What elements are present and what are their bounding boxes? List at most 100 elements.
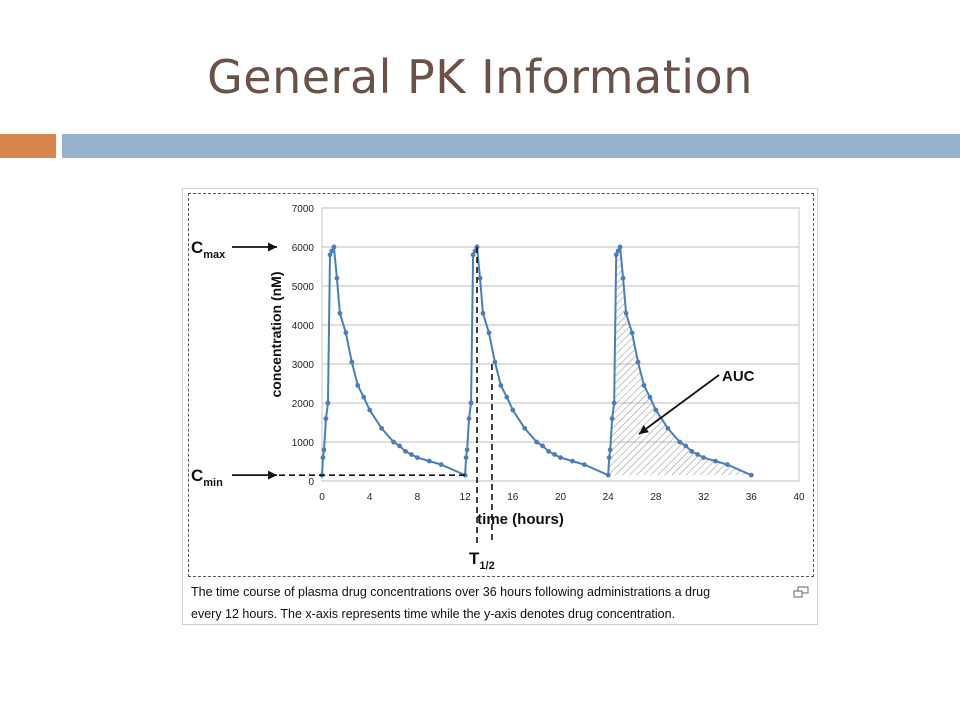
title-accent-bar xyxy=(0,134,56,158)
x-tick-label: 12 xyxy=(460,492,472,503)
y-tick-label: 1000 xyxy=(292,438,315,449)
caption-line-1: The time course of plasma drug concentra… xyxy=(191,585,711,599)
data-point xyxy=(581,462,587,468)
figure-caption: The time course of plasma drug concentra… xyxy=(191,581,783,625)
y-tick-label: 7000 xyxy=(292,204,315,215)
data-point xyxy=(615,248,621,254)
data-point xyxy=(331,244,337,250)
data-point xyxy=(665,425,671,431)
data-point xyxy=(343,330,349,336)
data-point xyxy=(355,383,361,388)
title-divider-bar xyxy=(62,134,960,158)
x-tick-label: 20 xyxy=(555,492,567,503)
x-tick-label: 0 xyxy=(319,492,325,503)
x-tick-label: 24 xyxy=(603,492,615,503)
auc-arrow-head xyxy=(639,425,649,434)
data-point xyxy=(623,310,629,316)
x-tick-label: 4 xyxy=(367,492,373,503)
data-point xyxy=(492,359,498,365)
data-point xyxy=(334,275,340,281)
data-point xyxy=(486,330,492,336)
data-point xyxy=(472,248,478,254)
data-point xyxy=(606,455,612,460)
data-point xyxy=(466,416,472,421)
cmax-arrow-head xyxy=(268,242,277,252)
auc-shaded-region xyxy=(608,247,752,476)
data-point xyxy=(534,439,540,445)
data-point xyxy=(629,330,635,336)
data-point xyxy=(552,452,557,457)
data-point xyxy=(653,407,659,413)
data-point xyxy=(498,383,504,388)
data-point xyxy=(647,394,653,400)
y-tick-label: 0 xyxy=(308,477,314,488)
data-point xyxy=(438,462,444,468)
data-point xyxy=(327,252,333,258)
x-tick-label: 8 xyxy=(415,492,421,503)
data-point xyxy=(470,252,476,258)
concentration-line xyxy=(321,243,752,477)
data-point xyxy=(677,439,683,445)
data-point xyxy=(620,275,626,281)
data-point xyxy=(468,400,474,406)
x-tick-label: 40 xyxy=(793,492,805,503)
data-point xyxy=(367,407,373,413)
data-point xyxy=(689,448,695,454)
auc-label: AUC xyxy=(722,368,755,385)
data-point xyxy=(477,275,483,281)
y-tick-label: 2000 xyxy=(292,399,315,410)
data-point xyxy=(320,455,326,460)
data-point xyxy=(504,394,510,400)
data-point xyxy=(558,455,563,460)
data-point xyxy=(426,458,432,464)
data-point xyxy=(713,458,718,464)
data-point xyxy=(701,455,706,460)
data-point xyxy=(397,443,402,449)
data-point xyxy=(748,472,754,478)
y-tick-label: 5000 xyxy=(292,282,315,293)
data-point xyxy=(635,359,641,365)
cmin-arrow-head xyxy=(268,470,277,480)
plot-area xyxy=(321,207,800,482)
data-point xyxy=(725,462,730,468)
data-point xyxy=(641,383,647,388)
data-point xyxy=(462,472,468,478)
data-point xyxy=(329,248,335,254)
slide-title: General PK Information xyxy=(207,50,753,104)
figure-panel: 0 1000 2000 3000 4000 5000 6000 7000 0 4 8 12 16 20 24… xyxy=(182,188,818,625)
data-point xyxy=(609,416,615,421)
x-tick-label: 28 xyxy=(650,492,662,503)
data-point xyxy=(570,458,575,464)
caption-line-2: every 12 hours. The x-axis represents ti… xyxy=(191,607,676,621)
data-point xyxy=(379,425,385,431)
data-point xyxy=(337,310,343,316)
data-point xyxy=(613,252,619,258)
data-point xyxy=(321,447,327,453)
data-point xyxy=(325,400,331,406)
data-point xyxy=(617,244,623,250)
data-point xyxy=(464,447,470,453)
x-tick-label: 32 xyxy=(698,492,710,503)
data-point xyxy=(409,452,414,457)
data-point xyxy=(361,394,367,400)
x-axis-title: time (hours) xyxy=(477,511,564,528)
data-point xyxy=(607,447,613,453)
y-tick-label: 6000 xyxy=(292,243,315,254)
data-point xyxy=(611,400,617,406)
data-point xyxy=(349,359,355,365)
data-point xyxy=(605,472,611,478)
data-point xyxy=(323,416,329,421)
data-point xyxy=(695,452,701,457)
data-point xyxy=(415,455,420,460)
auc-arrow-shaft xyxy=(638,374,720,435)
data-point xyxy=(510,407,516,413)
cmax-label: Cmax xyxy=(191,238,226,261)
enlarge-icon[interactable] xyxy=(793,586,809,598)
x-tick-label: 36 xyxy=(746,492,758,503)
y-tick-label: 3000 xyxy=(292,360,315,371)
x-tick-label: 16 xyxy=(507,492,519,503)
y-axis-title: concentration (nM) xyxy=(268,272,284,398)
data-point xyxy=(540,443,546,449)
thalf-label: T1/2 xyxy=(469,549,495,572)
data-point xyxy=(522,425,528,431)
